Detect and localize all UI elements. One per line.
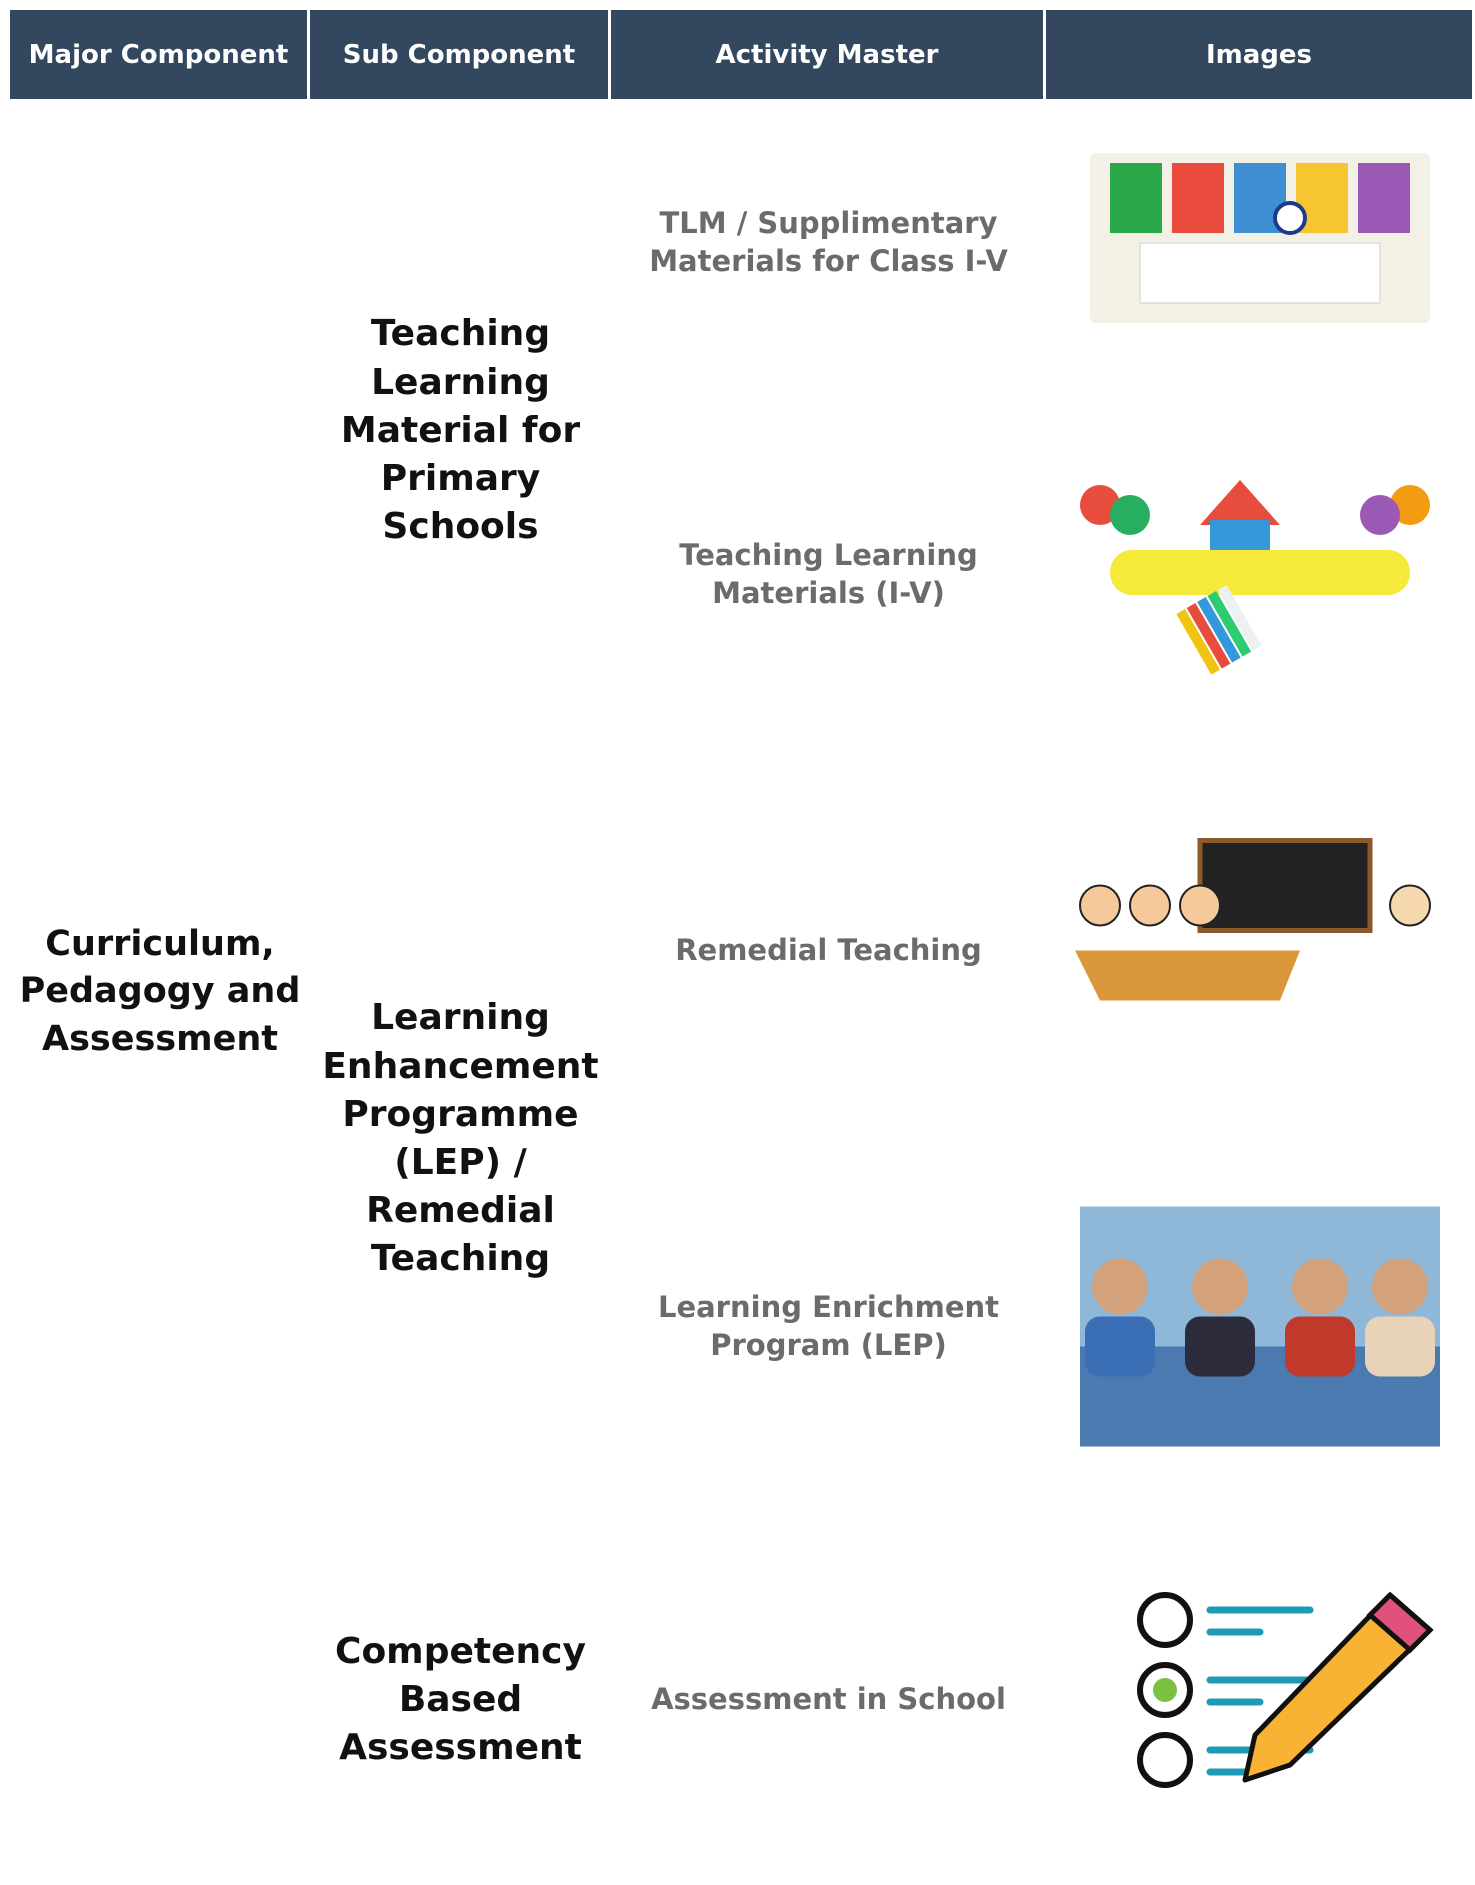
illustration [1234,163,1286,233]
illustration [1186,603,1231,669]
illustration [1075,950,1300,1001]
illustration [1192,1258,1248,1315]
illustration [1360,495,1400,535]
illustration [1390,485,1430,525]
illustration [1080,1346,1440,1447]
header-cell: Sub Component [310,10,611,99]
illustration [1110,495,1150,535]
illustration [1372,1258,1428,1315]
sub-component-text: Teaching Learning Material for Primary S… [340,313,581,548]
illustration [1080,1206,1440,1447]
sub-component: Learning Enhancement Programme (LEP) / R… [310,763,611,1515]
activity: Assessment in School [611,1515,1046,1885]
illustration [1242,1592,1433,1783]
header-cell-text: Activity Master [715,39,939,70]
illustration [1207,591,1252,657]
illustration [1185,1316,1255,1377]
illustration [1129,884,1171,927]
sub-component: Teaching Learning Material for Primary S… [310,99,611,763]
illustration [1210,520,1270,550]
header-cell-text: Major Component [28,39,289,70]
illustration [1137,1732,1193,1788]
illustration [1358,163,1410,233]
illustration [1139,242,1381,304]
illustration [1197,838,1373,933]
illustration [1079,884,1121,927]
activity-text: Learning Enrichment Program (LEP) [657,1289,1000,1362]
illustration [1172,163,1224,233]
activity: TLM / Supplimentary Materials for Class … [611,99,1046,387]
activity: Teaching Learning Materials (I-V) [611,387,1046,763]
illustration [1080,485,1120,525]
illustration [1110,550,1410,595]
major-component-text: Curriculum, Pedagogy and Assessment [19,924,301,1059]
illustration [1200,480,1280,525]
illustration [1217,585,1262,651]
illustration [1285,1316,1355,1377]
illustration [1092,1258,1148,1315]
illustration [1197,597,1241,663]
illustration [1179,884,1221,927]
activity: Remedial Teaching [611,763,1046,1138]
activity: Learning Enrichment Program (LEP) [611,1138,1046,1515]
sub-component-text: Learning Enhancement Programme (LEP) / R… [322,997,599,1280]
illustration [1176,609,1220,675]
header-cell: Images [1046,10,1475,99]
illustration [1292,1258,1348,1315]
activity-text: Teaching Learning Materials (I-V) [679,538,978,610]
illustration [1090,153,1430,323]
activity-text: TLM / Supplimentary Materials for Class … [649,206,1008,278]
illustration [1365,1316,1435,1377]
activity-text: Remedial Teaching [675,932,982,967]
header-cell-text: Images [1205,39,1313,70]
illustration [1137,1662,1193,1718]
sub-component: Competency Based Assessment [310,1515,611,1885]
illustration [1389,884,1431,927]
header-cell-text: Sub Component [342,39,576,70]
illustration [1153,1678,1177,1702]
illustration [1110,163,1162,233]
activity-text: Assessment in School [651,1682,1006,1717]
header-cell: Major Component [10,10,310,99]
illustration [1366,1591,1434,1654]
illustration [1085,1316,1155,1377]
major-component: Curriculum, Pedagogy and Assessment [10,99,310,1885]
sub-component-text: Competency Based Assessment [335,1630,586,1769]
header-cell: Activity Master [611,10,1046,99]
illustration [1137,1592,1193,1648]
illustration [1273,201,1307,235]
illustration [1296,163,1348,233]
